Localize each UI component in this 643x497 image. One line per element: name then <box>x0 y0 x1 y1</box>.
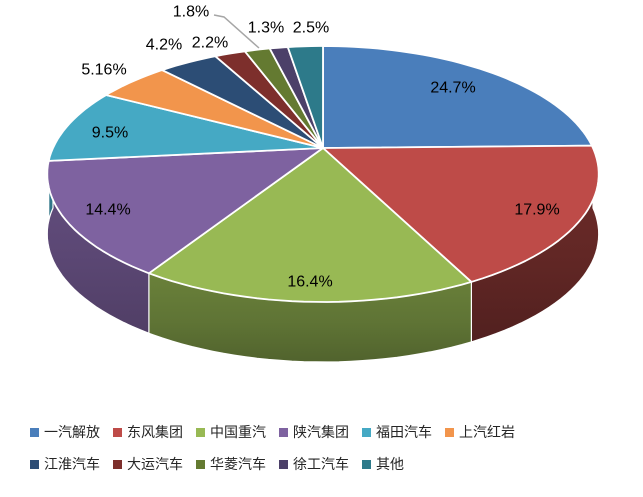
slice-data-label: 1.3% <box>248 20 284 37</box>
pie-slice-top <box>322 45 593 149</box>
legend-label: 大运汽车 <box>127 456 183 472</box>
slice-data-label: 14.4% <box>85 202 130 219</box>
legend-item-1: 一汽解放 <box>30 424 100 441</box>
legend-swatch-icon <box>445 428 454 437</box>
slice-data-label: 17.9% <box>514 202 559 219</box>
legend-swatch-icon <box>362 460 371 469</box>
legend-item-7: 江淮汽车 <box>30 456 100 473</box>
pie-slice-top <box>148 147 473 303</box>
pie-slice-top <box>46 147 324 275</box>
legend-row: 江淮汽车 大运汽车 华菱汽车 徐工汽车 其他 <box>30 456 515 473</box>
label-leader-line <box>213 14 260 49</box>
pie-slice-top <box>47 94 324 162</box>
slice-data-label: 4.2% <box>146 37 182 54</box>
legend-label: 东风集团 <box>127 424 183 440</box>
pie-chart-3d: 24.7% 17.9% 16.4% 14.4% 9.5% 5.16% 4.2% 2.2% 1.8… <box>46 4 600 363</box>
legend-item-6: 上汽红岩 <box>445 424 515 441</box>
legend-swatch-icon <box>30 460 39 469</box>
legend-item-10: 徐工汽车 <box>279 456 349 473</box>
legend-item-4: 陕汽集团 <box>279 424 349 441</box>
legend-item-3: 中国重汽 <box>196 424 266 441</box>
legend-swatch-icon <box>113 428 122 437</box>
slice-data-label: 16.4% <box>287 274 332 291</box>
pie-plot-area: 24.7% 17.9% 16.4% 14.4% 9.5% 5.16% 4.2% 2.2% 1.8… <box>46 4 600 363</box>
legend-label: 中国重汽 <box>210 424 266 440</box>
chart-legend: 一汽解放 东风集团 中国重汽 陕汽集团 福田汽车 上汽红岩江淮汽车 大运汽车 华菱汽车 徐工汽车… <box>30 424 515 473</box>
slice-data-label: 24.7% <box>430 80 475 97</box>
slice-data-label: 1.8% <box>173 4 209 21</box>
legend-label: 江淮汽车 <box>44 456 100 472</box>
legend-swatch-icon <box>30 428 39 437</box>
legend-swatch-icon <box>362 428 371 437</box>
legend-label: 华菱汽车 <box>210 456 266 472</box>
legend-label: 一汽解放 <box>44 424 100 440</box>
legend-swatch-icon <box>279 460 288 469</box>
legend-item-11: 其他 <box>362 456 404 473</box>
legend-label: 陕汽集团 <box>293 424 349 440</box>
pie-slice-top <box>105 69 324 149</box>
pie-slice-top <box>286 45 324 149</box>
legend-item-8: 大运汽车 <box>113 456 183 473</box>
legend-swatch-icon <box>196 460 205 469</box>
legend-label: 上汽红岩 <box>459 424 515 440</box>
legend-row: 一汽解放 东风集团 中国重汽 陕汽集团 福田汽车 上汽红岩 <box>30 424 515 441</box>
legend-label: 其他 <box>376 456 404 472</box>
legend-item-2: 东风集团 <box>113 424 183 441</box>
pie-slice-top <box>161 55 324 149</box>
legend-swatch-icon <box>196 428 205 437</box>
legend-label: 徐工汽车 <box>293 456 349 472</box>
slice-data-label: 2.2% <box>192 35 228 52</box>
legend-item-5: 福田汽车 <box>362 424 432 441</box>
slice-data-label: 9.5% <box>92 125 128 142</box>
legend-swatch-icon <box>279 428 288 437</box>
legend-label: 福田汽车 <box>376 424 432 440</box>
slice-data-label: 2.5% <box>293 20 329 37</box>
slice-data-label: 5.16% <box>81 62 126 79</box>
pie-slice-top <box>322 144 600 283</box>
legend-item-9: 华菱汽车 <box>196 456 266 473</box>
legend-swatch-icon <box>113 460 122 469</box>
